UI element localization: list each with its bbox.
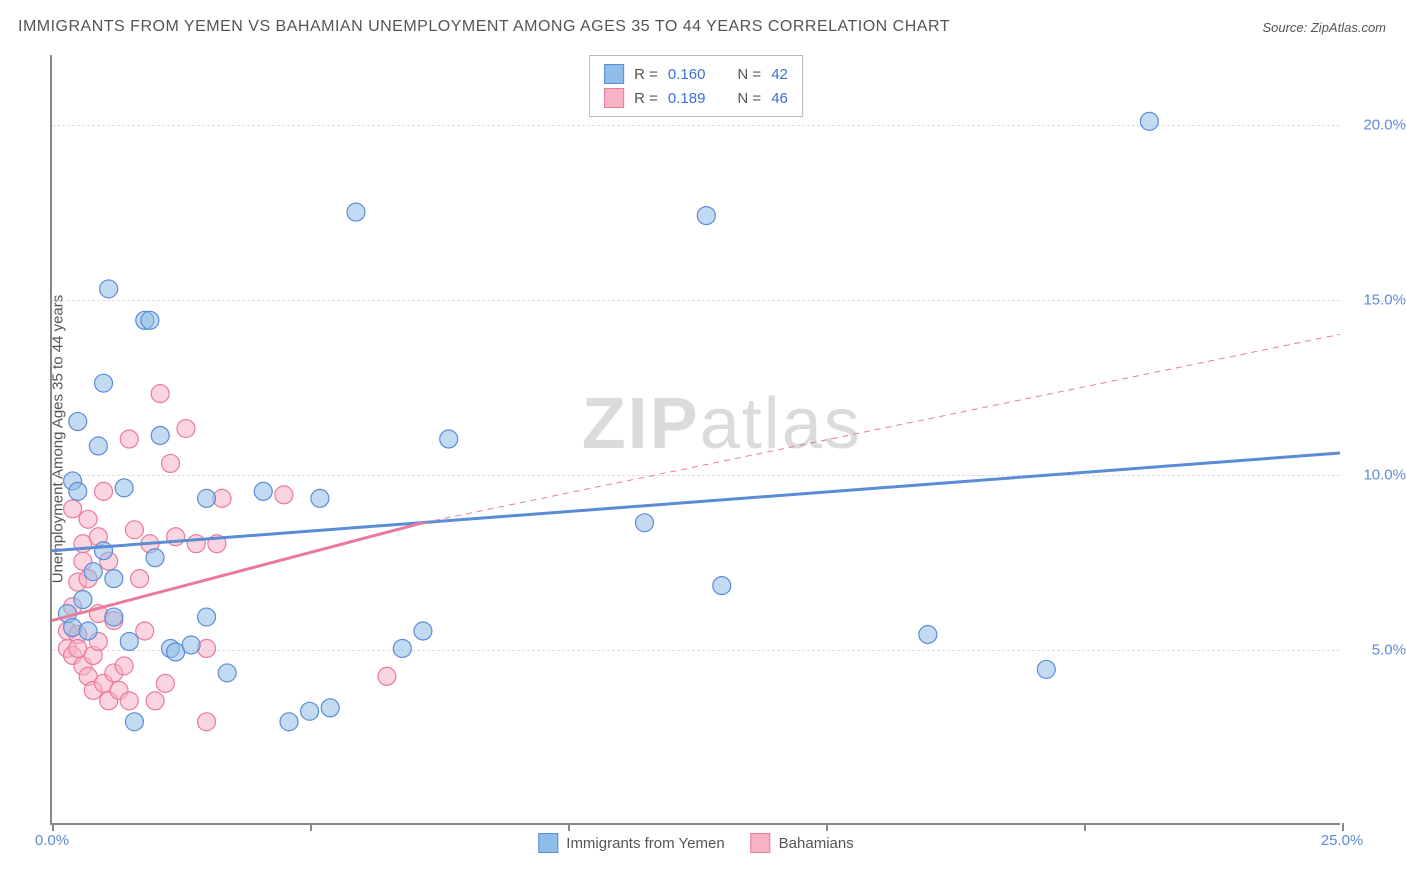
data-point bbox=[311, 489, 329, 507]
data-point bbox=[125, 713, 143, 731]
data-point bbox=[151, 427, 169, 445]
chart-title: IMMIGRANTS FROM YEMEN VS BAHAMIAN UNEMPL… bbox=[18, 18, 950, 36]
data-point bbox=[440, 430, 458, 448]
data-point bbox=[275, 486, 293, 504]
data-point bbox=[1037, 660, 1055, 678]
data-point bbox=[697, 207, 715, 225]
data-point bbox=[64, 500, 82, 518]
data-point bbox=[414, 622, 432, 640]
data-point bbox=[105, 608, 123, 626]
x-tick-label: 25.0% bbox=[1321, 832, 1364, 849]
plot-area: Unemployment Among Ages 35 to 44 years 5… bbox=[50, 55, 1340, 825]
data-point bbox=[95, 482, 113, 500]
source-attribution: Source: ZipAtlas.com bbox=[1262, 20, 1386, 35]
data-point bbox=[120, 632, 138, 650]
data-point bbox=[187, 535, 205, 553]
data-point bbox=[347, 203, 365, 221]
data-point bbox=[69, 413, 87, 431]
chart-container: IMMIGRANTS FROM YEMEN VS BAHAMIAN UNEMPL… bbox=[0, 0, 1406, 892]
data-point bbox=[151, 385, 169, 403]
data-point bbox=[321, 699, 339, 717]
data-point bbox=[120, 692, 138, 710]
data-point bbox=[1140, 112, 1158, 130]
y-tick-label: 15.0% bbox=[1363, 292, 1406, 309]
n-value-series-2: 46 bbox=[771, 90, 788, 107]
data-point bbox=[198, 489, 216, 507]
data-point bbox=[79, 510, 97, 528]
data-point bbox=[131, 570, 149, 588]
data-point bbox=[146, 549, 164, 567]
x-tick bbox=[568, 823, 570, 831]
x-tick bbox=[1342, 823, 1344, 831]
data-point bbox=[254, 482, 272, 500]
data-point bbox=[182, 636, 200, 654]
stat-row-series-1: R = 0.160 N = 42 bbox=[604, 62, 788, 86]
legend: Immigrants from Yemen Bahamians bbox=[538, 833, 853, 853]
data-point bbox=[115, 657, 133, 675]
data-point bbox=[125, 521, 143, 539]
x-tick bbox=[310, 823, 312, 831]
legend-label-1: Immigrants from Yemen bbox=[566, 835, 724, 852]
data-point bbox=[301, 702, 319, 720]
data-point bbox=[635, 514, 653, 532]
data-point bbox=[105, 570, 123, 588]
data-point bbox=[393, 639, 411, 657]
data-point bbox=[162, 454, 180, 472]
y-tick-label: 5.0% bbox=[1372, 642, 1406, 659]
data-point bbox=[79, 622, 97, 640]
r-value-series-2: 0.189 bbox=[668, 90, 706, 107]
data-point bbox=[198, 713, 216, 731]
data-point bbox=[141, 311, 159, 329]
correlation-stat-box: R = 0.160 N = 42 R = 0.189 N = 46 bbox=[589, 55, 803, 117]
data-point bbox=[136, 622, 154, 640]
data-point bbox=[156, 674, 174, 692]
y-tick-label: 10.0% bbox=[1363, 467, 1406, 484]
legend-label-2: Bahamians bbox=[779, 835, 854, 852]
data-point bbox=[95, 542, 113, 560]
r-value-series-1: 0.160 bbox=[668, 66, 706, 83]
scatter-plot-svg bbox=[52, 55, 1340, 823]
data-point bbox=[218, 664, 236, 682]
data-point bbox=[146, 692, 164, 710]
data-point bbox=[84, 563, 102, 581]
x-tick bbox=[826, 823, 828, 831]
data-point bbox=[74, 591, 92, 609]
y-tick-label: 20.0% bbox=[1363, 117, 1406, 134]
swatch-series-2 bbox=[604, 88, 624, 108]
trend-line-extrapolated bbox=[423, 334, 1340, 523]
legend-swatch-2 bbox=[751, 833, 771, 853]
trend-line bbox=[52, 453, 1340, 551]
legend-swatch-1 bbox=[538, 833, 558, 853]
legend-item-series-1: Immigrants from Yemen bbox=[538, 833, 724, 853]
x-tick bbox=[52, 823, 54, 831]
data-point bbox=[713, 577, 731, 595]
stat-row-series-2: R = 0.189 N = 46 bbox=[604, 86, 788, 110]
data-point bbox=[378, 667, 396, 685]
n-value-series-1: 42 bbox=[771, 66, 788, 83]
data-point bbox=[69, 482, 87, 500]
data-point bbox=[919, 626, 937, 644]
x-tick-label: 0.0% bbox=[35, 832, 69, 849]
data-point bbox=[280, 713, 298, 731]
data-point bbox=[177, 420, 195, 438]
legend-item-series-2: Bahamians bbox=[751, 833, 854, 853]
x-tick bbox=[1084, 823, 1086, 831]
data-point bbox=[89, 437, 107, 455]
data-point bbox=[198, 608, 216, 626]
data-point bbox=[100, 280, 118, 298]
swatch-series-1 bbox=[604, 64, 624, 84]
data-point bbox=[115, 479, 133, 497]
data-point bbox=[95, 374, 113, 392]
data-point bbox=[120, 430, 138, 448]
